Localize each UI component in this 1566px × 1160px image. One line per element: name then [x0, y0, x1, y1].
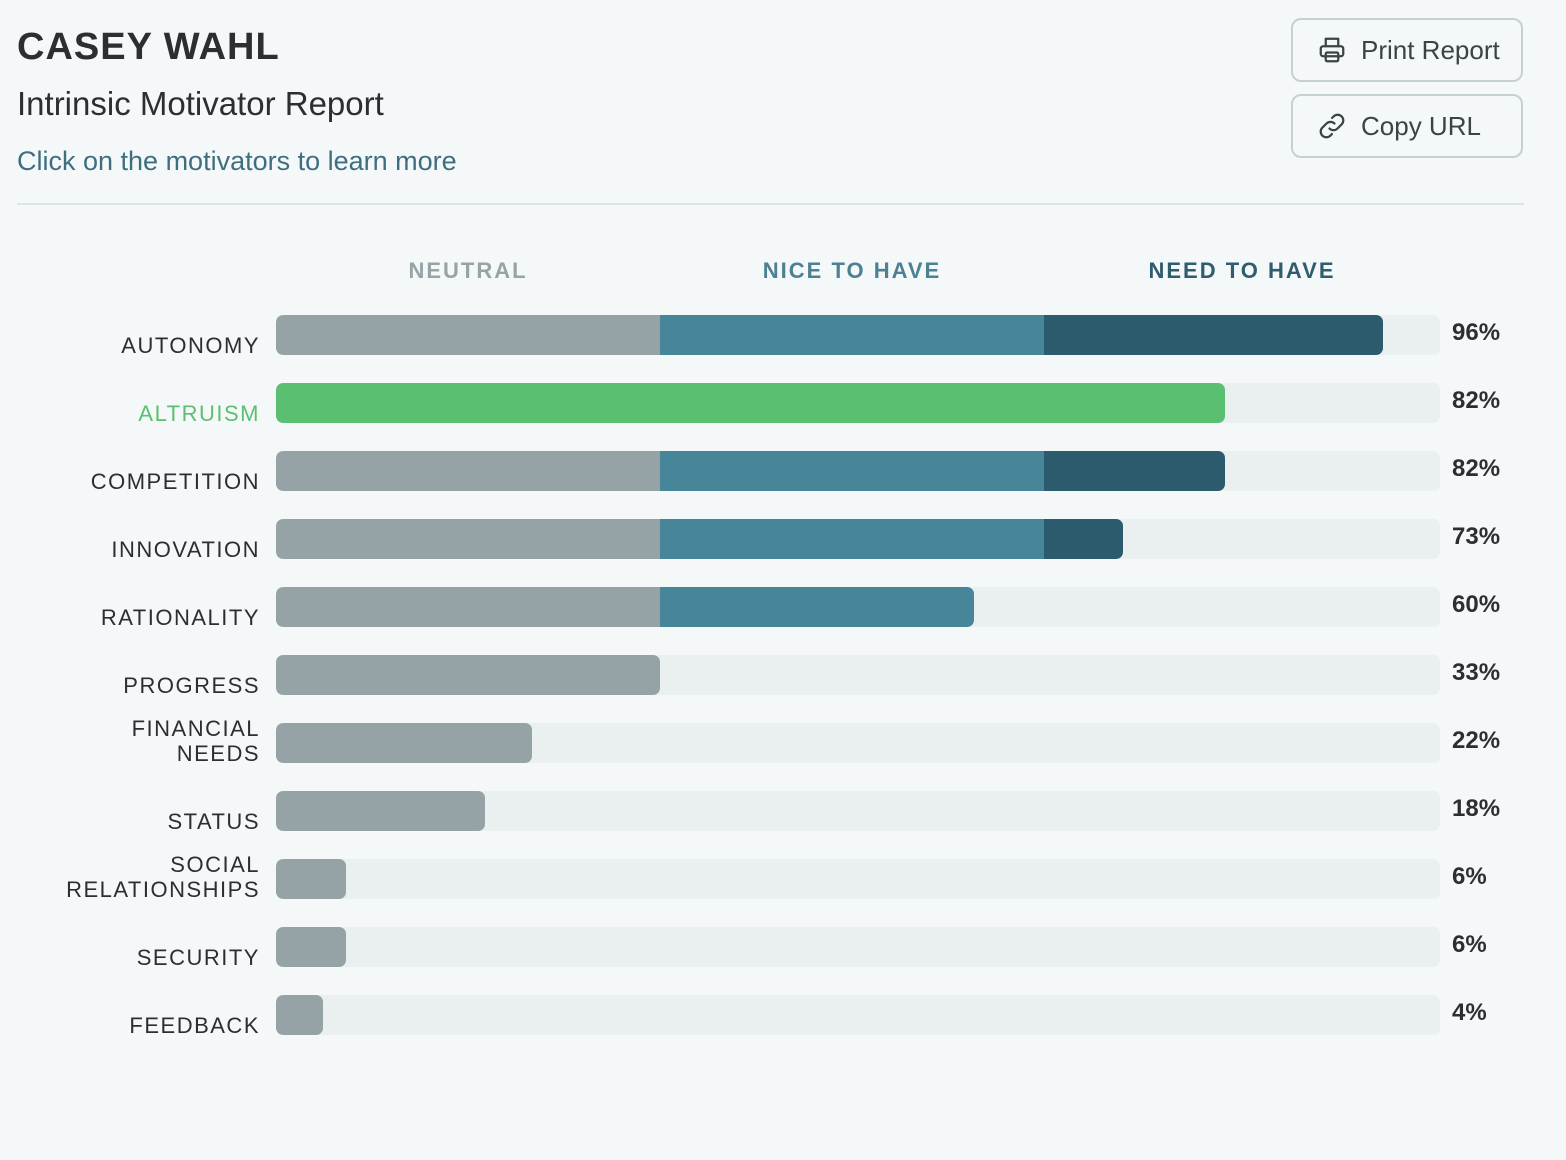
bar-segment-need-to-have: [1044, 519, 1124, 559]
bar-segment-neutral: [276, 315, 660, 355]
motivator-bar-track[interactable]: [276, 519, 1440, 559]
motivator-value-feedback: 4%: [1452, 999, 1487, 1026]
report-title: Intrinsic Motivator Report: [17, 85, 384, 122]
zone-header-nice-to-have: NICE TO HAVE: [762, 258, 942, 283]
motivator-bar-track[interactable]: [276, 451, 1440, 491]
bar-segment-neutral: [276, 587, 660, 627]
motivator-value-autonomy: 96%: [1452, 319, 1501, 346]
zone-header-need-to-have: NEED TO HAVE: [1148, 258, 1336, 283]
motivator-value-rationality: 60%: [1452, 591, 1501, 618]
motivator-label-status[interactable]: STATUS: [167, 809, 260, 834]
motivator-bar-social-relationships: [276, 859, 346, 899]
motivator-label-competition[interactable]: COMPETITION: [90, 469, 260, 494]
motivator-value-social-relationships: 6%: [1452, 863, 1487, 890]
motivator-label-financial-needs[interactable]: FINANCIAL NEEDS: [131, 716, 260, 766]
motivator-bar-competition: [276, 451, 1225, 491]
copy-url-button[interactable]: Copy URL: [1291, 94, 1523, 158]
motivator-bar-track[interactable]: [276, 383, 1440, 423]
motivator-label-progress[interactable]: PROGRESS: [123, 673, 260, 698]
motivator-label-security[interactable]: SECURITY: [136, 945, 260, 970]
print-report-label: Print Report: [1361, 34, 1500, 65]
motivator-value-progress: 33%: [1452, 659, 1501, 686]
bar-segment-neutral: [276, 791, 486, 831]
motivator-bar-financial-needs: [276, 723, 532, 763]
motivator-bar-track[interactable]: [276, 995, 1440, 1035]
motivator-bar-track[interactable]: [276, 791, 1440, 831]
motivator-bar-autonomy: [276, 315, 1383, 355]
motivator-value-status: 18%: [1452, 795, 1501, 822]
motivator-bar-track[interactable]: [276, 315, 1440, 355]
copy-url-label: Copy URL: [1361, 110, 1481, 141]
motivator-label-altruism[interactable]: ALTRUISM: [138, 401, 260, 426]
printer-icon: [1319, 37, 1345, 63]
bar-segment-neutral: [276, 655, 660, 695]
print-report-button[interactable]: Print Report: [1291, 18, 1523, 82]
link-icon: [1319, 113, 1345, 139]
motivator-bar-progress: [276, 655, 660, 695]
bar-segment-neutral: [276, 859, 346, 899]
motivator-bar-feedback: [276, 995, 323, 1035]
motivator-bar-innovation: [276, 519, 1124, 559]
motivator-bar-track[interactable]: [276, 655, 1440, 695]
bar-segment-nice-to-have: [660, 315, 1044, 355]
motivator-label-social-relationships[interactable]: SOCIAL RELATIONSHIPS: [66, 852, 260, 902]
person-name: CASEY WAHL: [17, 26, 280, 68]
bar-segment-need-to-have: [1044, 451, 1225, 491]
bar-segment-nice-to-have: [660, 451, 1044, 491]
motivator-bar-altruism: [276, 383, 1225, 423]
bar-segment-neutral: [276, 723, 532, 763]
motivator-bar-status: [276, 791, 486, 831]
bar-segment-nice-to-have: [660, 587, 975, 627]
motivator-bar-track[interactable]: [276, 927, 1440, 967]
bar-segment-neutral: [276, 995, 323, 1035]
motivator-value-competition: 82%: [1452, 455, 1501, 482]
bar-segment-neutral: [276, 519, 660, 559]
motivator-label-feedback[interactable]: FEEDBACK: [129, 1013, 260, 1038]
bar-segment-need-to-have: [1044, 315, 1383, 355]
motivator-bar-rationality: [276, 587, 975, 627]
motivator-label-innovation[interactable]: INNOVATION: [111, 537, 260, 562]
motivator-bar-security: [276, 927, 346, 967]
bar-segment-neutral: [276, 451, 660, 491]
motivator-value-financial-needs: 22%: [1452, 727, 1501, 754]
header-divider: [17, 203, 1524, 205]
motivator-value-altruism: 82%: [1452, 387, 1501, 414]
motivator-label-autonomy[interactable]: AUTONOMY: [121, 333, 260, 358]
report-header: CASEY WAHL Intrinsic Motivator Report Cl…: [17, 24, 457, 178]
motivator-label-rationality[interactable]: RATIONALITY: [100, 605, 260, 630]
motivator-value-security: 6%: [1452, 931, 1487, 958]
motivator-bar-track[interactable]: [276, 859, 1440, 899]
report-actions: Print Report Copy URL: [1291, 18, 1523, 170]
zone-header-neutral: NEUTRAL: [408, 258, 528, 283]
learn-more-hint: Click on the motivators to learn more: [17, 146, 457, 176]
bar-segment-neutral: [276, 927, 346, 967]
motivator-value-innovation: 73%: [1452, 523, 1501, 550]
motivator-bar-track[interactable]: [276, 587, 1440, 627]
bar-segment-nice-to-have: [660, 519, 1044, 559]
motivator-bar-track[interactable]: [276, 723, 1440, 763]
